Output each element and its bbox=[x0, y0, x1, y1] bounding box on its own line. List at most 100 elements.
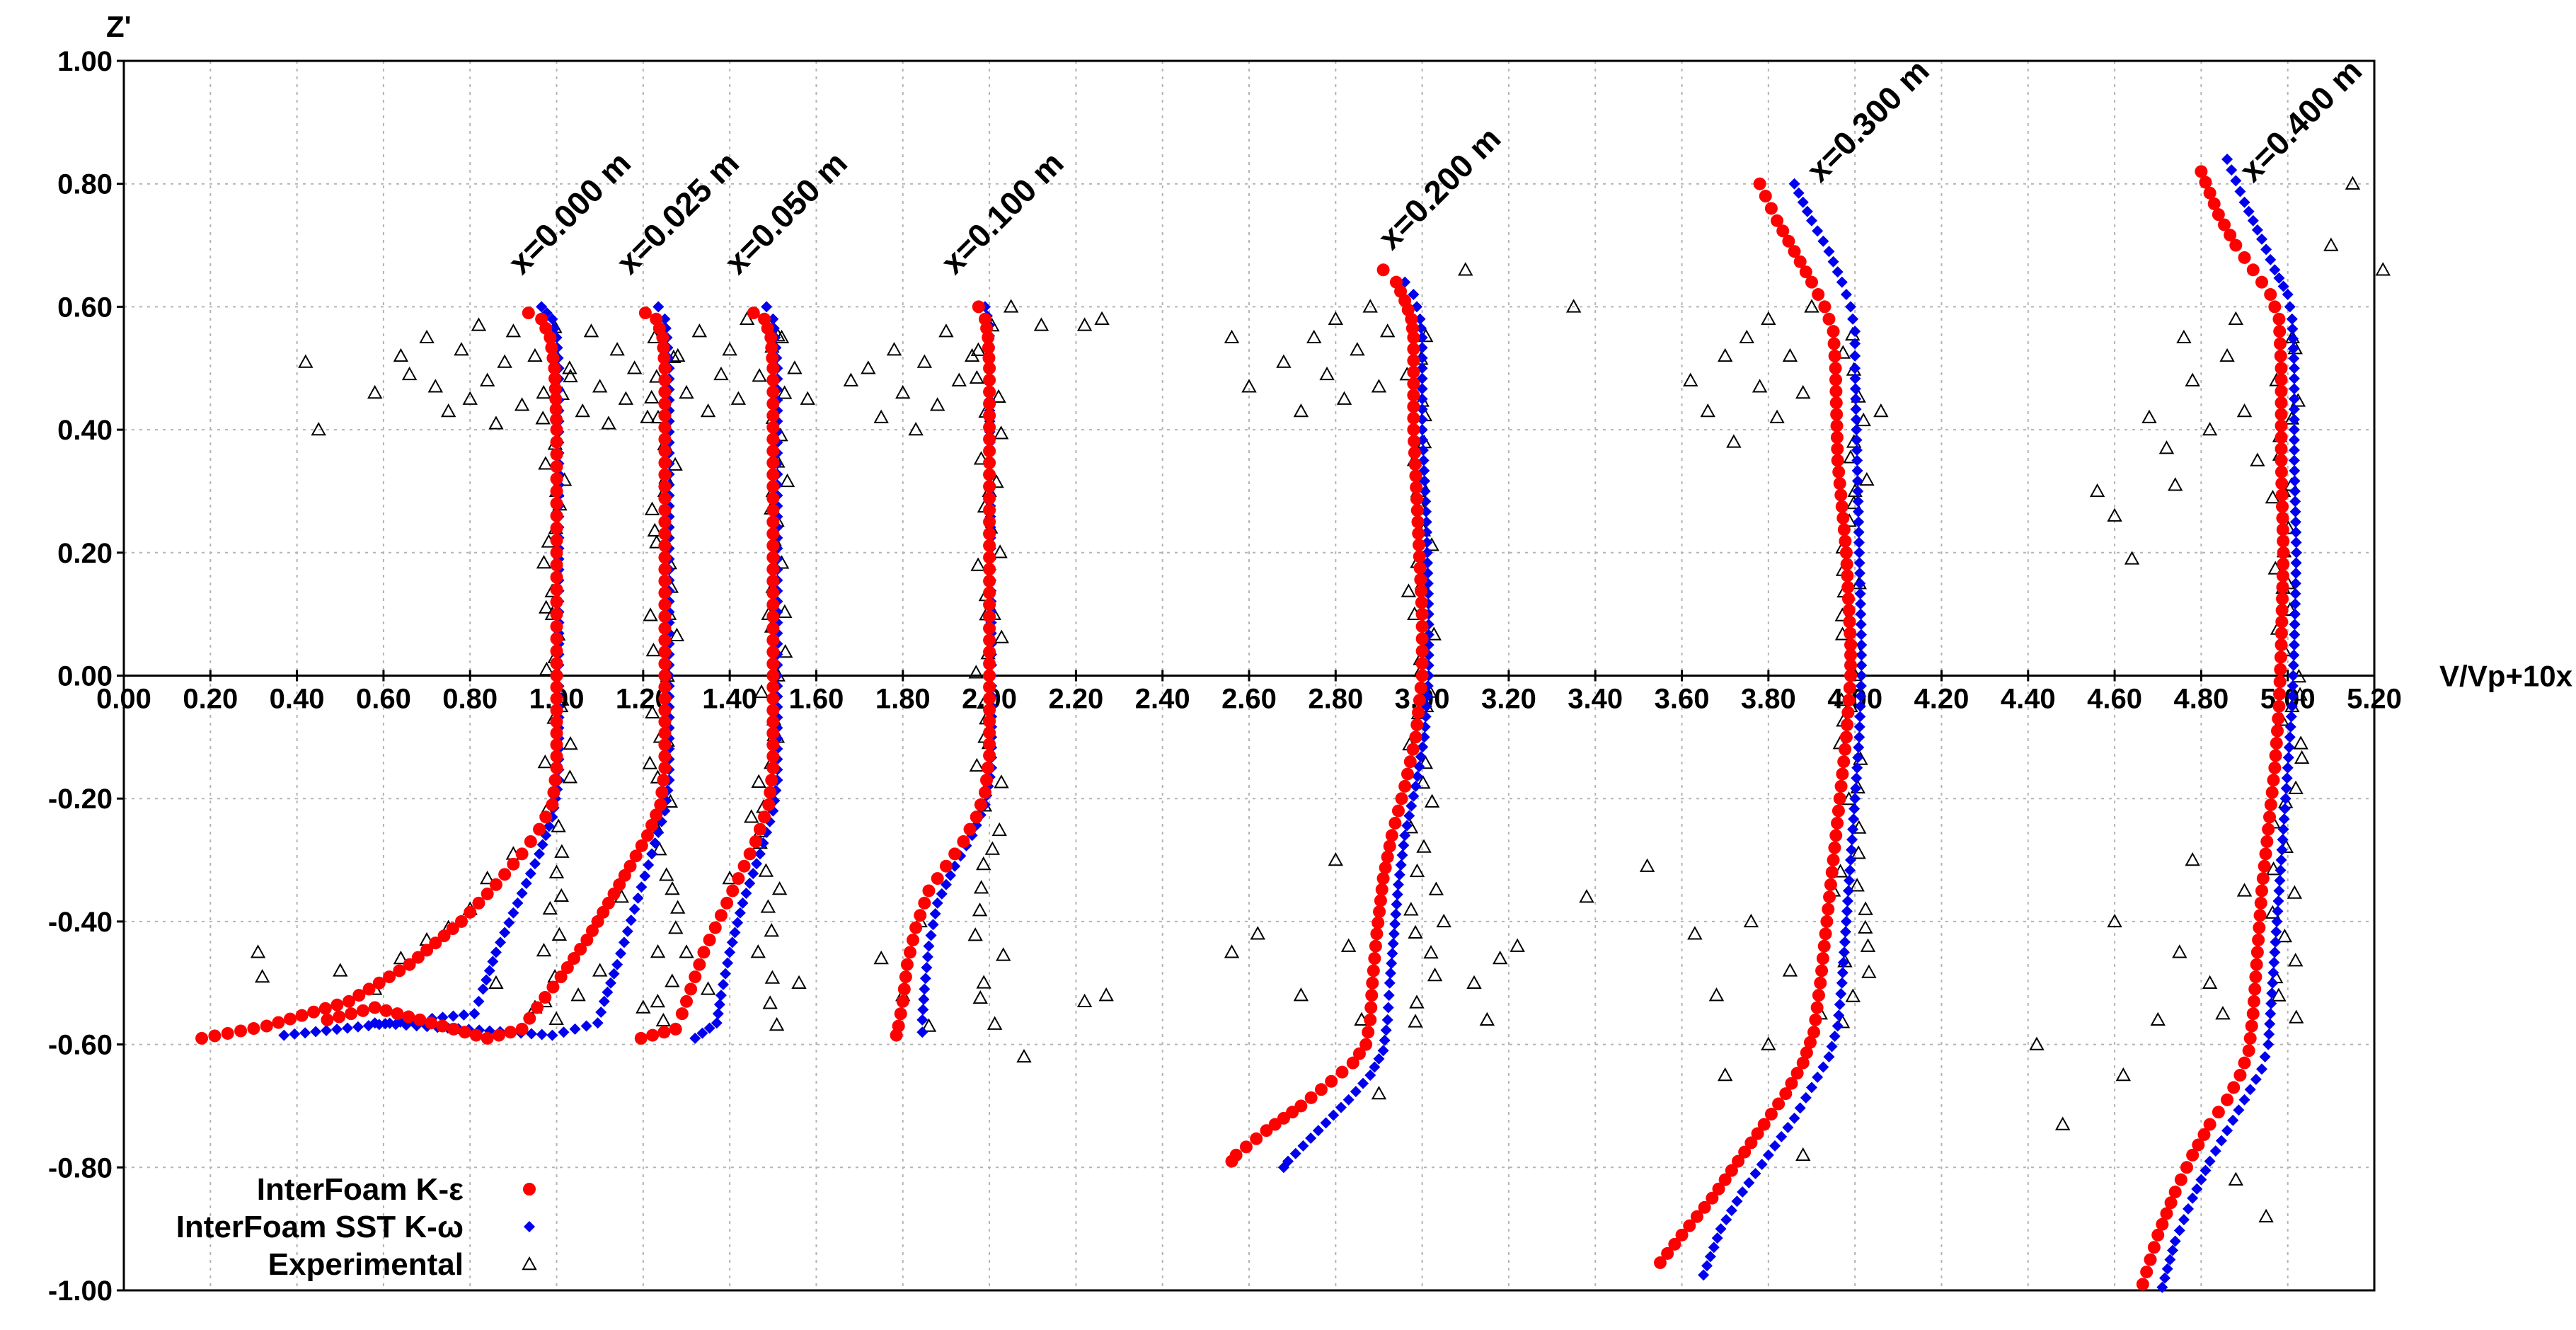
kepsilon-point bbox=[2192, 1138, 2205, 1152]
kepsilon-point bbox=[362, 982, 376, 996]
komega-point bbox=[936, 888, 948, 900]
experimental-point bbox=[2172, 944, 2187, 958]
y-tick-label: -0.20 bbox=[48, 784, 113, 815]
kepsilon-point bbox=[931, 872, 944, 885]
kepsilon-point bbox=[732, 872, 745, 885]
kepsilon-point bbox=[1304, 1091, 1318, 1104]
kepsilon-point bbox=[1372, 916, 1385, 929]
kepsilon-point bbox=[568, 952, 580, 965]
experimental-point bbox=[1726, 434, 1742, 448]
kepsilon-point bbox=[550, 435, 563, 449]
experimental-point bbox=[969, 369, 985, 384]
komega-point bbox=[2247, 214, 2259, 227]
experimental-point bbox=[1276, 354, 1292, 368]
komega-point bbox=[1305, 1133, 1317, 1145]
experimental-point bbox=[254, 969, 270, 983]
kepsilon-point bbox=[393, 964, 406, 978]
kepsilon-point bbox=[272, 1016, 285, 1029]
experimental-point bbox=[440, 403, 456, 418]
kepsilon-point bbox=[766, 609, 780, 623]
komega-point bbox=[1846, 844, 1858, 856]
kepsilon-point bbox=[890, 1028, 903, 1042]
kepsilon-point bbox=[703, 933, 716, 946]
experimental-point bbox=[650, 993, 666, 1008]
kepsilon-point bbox=[2144, 1253, 2157, 1266]
komega-point bbox=[487, 956, 499, 968]
komega-point bbox=[740, 887, 752, 899]
kepsilon-point bbox=[1844, 626, 1857, 640]
kepsilon-point bbox=[1841, 706, 1855, 719]
experimental-point bbox=[311, 422, 326, 436]
kepsilon-point bbox=[550, 522, 563, 535]
kepsilon-point bbox=[766, 726, 780, 740]
experimental-point bbox=[1849, 878, 1865, 892]
komega-point bbox=[1335, 1101, 1347, 1113]
komega-point bbox=[490, 946, 502, 958]
kepsilon-point bbox=[1844, 648, 1858, 662]
kepsilon-point bbox=[983, 609, 996, 623]
kepsilon-point bbox=[983, 634, 996, 647]
komega-point bbox=[1416, 331, 1428, 343]
kepsilon-point bbox=[983, 503, 996, 517]
komega-point bbox=[458, 1009, 470, 1021]
kepsilon-point bbox=[1407, 354, 1420, 367]
kepsilon-point bbox=[1376, 872, 1390, 885]
kepsilon-point bbox=[903, 946, 916, 959]
komega-point bbox=[1289, 1147, 1301, 1159]
komega-point bbox=[2221, 153, 2233, 165]
komega-point bbox=[1414, 313, 1426, 325]
komega-point bbox=[604, 977, 616, 989]
kepsilon-point bbox=[2233, 1069, 2247, 1082]
experimental-point bbox=[2150, 1011, 2166, 1026]
kepsilon-point bbox=[1764, 1108, 1778, 1121]
kepsilon-point bbox=[550, 460, 563, 474]
kepsilon-point bbox=[2203, 1118, 2216, 1131]
komega-point bbox=[717, 978, 729, 990]
kepsilon-point bbox=[368, 1001, 381, 1014]
kepsilon-point bbox=[939, 859, 953, 873]
experimental-point bbox=[951, 372, 967, 386]
komega-point bbox=[1847, 313, 1859, 325]
komega-point bbox=[643, 859, 655, 871]
komega-point bbox=[437, 1011, 449, 1024]
komega-point bbox=[499, 927, 511, 939]
komega-point bbox=[949, 860, 961, 872]
experimental-point bbox=[514, 397, 530, 411]
kepsilon-point bbox=[922, 884, 936, 898]
kepsilon-point bbox=[1830, 419, 1844, 432]
experimental-point bbox=[972, 990, 988, 1004]
komega-point bbox=[1852, 505, 1864, 517]
kepsilon-point bbox=[656, 331, 669, 344]
komega-point bbox=[1391, 898, 1403, 910]
kepsilon-point bbox=[2136, 1278, 2149, 1291]
experimental-point bbox=[536, 555, 552, 569]
experimental-point bbox=[791, 975, 807, 989]
kepsilon-point bbox=[548, 382, 562, 396]
komega-point bbox=[1823, 1050, 1835, 1062]
kepsilon-point bbox=[914, 909, 927, 922]
kepsilon-point bbox=[1381, 850, 1394, 864]
kepsilon-point bbox=[2174, 1173, 2187, 1186]
kepsilon-point bbox=[550, 509, 563, 522]
kepsilon-point bbox=[2274, 349, 2287, 362]
kepsilon-point bbox=[2264, 798, 2277, 811]
kepsilon-point bbox=[623, 859, 637, 873]
komega-point bbox=[754, 848, 766, 860]
experimental-point bbox=[991, 822, 1007, 837]
experimental-point bbox=[539, 662, 555, 676]
kepsilon-point bbox=[2168, 1186, 2182, 1199]
kepsilon-point bbox=[1675, 1228, 1689, 1242]
komega-point bbox=[1855, 619, 1867, 631]
kepsilon-point bbox=[658, 503, 672, 517]
kepsilon-point bbox=[897, 982, 911, 996]
kepsilon-point bbox=[658, 750, 672, 763]
experimental-point bbox=[1224, 329, 1240, 344]
y-tick-label: 0.00 bbox=[57, 661, 113, 692]
komega-point bbox=[352, 1021, 364, 1033]
kepsilon-point bbox=[1407, 411, 1420, 425]
komega-point bbox=[2173, 1225, 2185, 1237]
komega-point bbox=[1835, 987, 1847, 999]
experimental-point bbox=[691, 323, 708, 338]
kepsilon-point bbox=[2276, 511, 2289, 524]
kepsilon-point bbox=[550, 447, 563, 461]
